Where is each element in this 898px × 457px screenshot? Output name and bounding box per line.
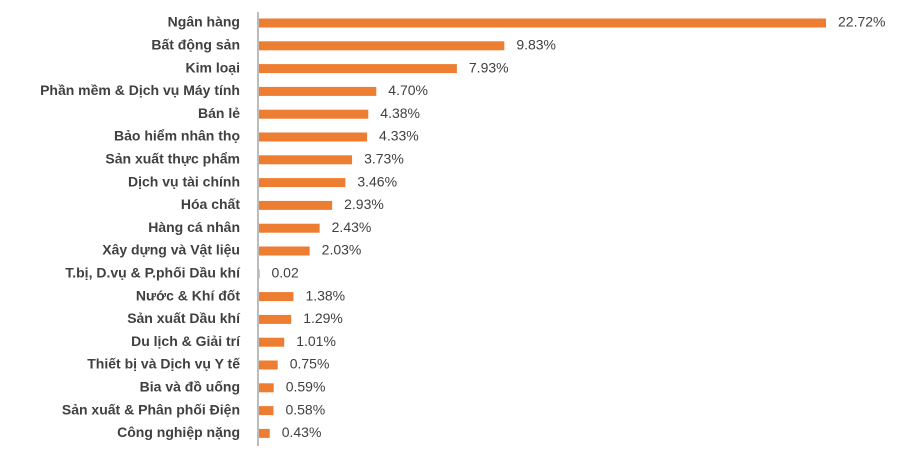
category-label: T.bị, D.vụ & P.phối Dầu khí	[65, 265, 241, 281]
category-label: Bất động sản	[151, 37, 240, 53]
bar	[259, 383, 274, 393]
value-label: 3.73%	[364, 151, 404, 167]
value-label: 2.43%	[332, 219, 372, 235]
value-label: 2.03%	[322, 242, 362, 258]
category-label: Kim loại	[186, 59, 240, 75]
category-label: Sản xuất & Phân phối Điện	[62, 401, 240, 417]
value-label: 7.93%	[469, 59, 509, 75]
value-label: 0.75%	[290, 356, 330, 372]
bar	[259, 18, 826, 28]
value-label: 2.93%	[344, 196, 384, 212]
category-label: Dịch vụ tài chính	[128, 173, 240, 189]
bar	[259, 246, 310, 256]
bar	[259, 337, 285, 347]
bar	[259, 86, 377, 96]
category-label: Phần mềm & Dịch vụ Máy tính	[40, 82, 240, 98]
bar	[259, 155, 353, 165]
category-label: Du lịch & Giải trí	[131, 333, 241, 349]
value-label: 4.33%	[379, 128, 419, 144]
value-label: 4.70%	[388, 82, 428, 98]
category-label: Sản xuất thực phẩm	[105, 151, 240, 167]
value-label: 1.29%	[303, 310, 343, 326]
value-label: 4.38%	[380, 105, 420, 121]
category-label: Bia và đồ uống	[140, 379, 240, 395]
value-label: 0.43%	[282, 424, 322, 440]
bar	[259, 41, 505, 51]
category-label: Bán lẻ	[198, 105, 240, 121]
category-label: Sản xuất Dầu khí	[127, 310, 241, 326]
value-label: 22.72%	[838, 14, 885, 30]
value-label: 0.59%	[286, 379, 326, 395]
category-label: Ngân hàng	[168, 14, 240, 30]
value-label: 0.02	[271, 265, 298, 281]
value-label: 9.83%	[516, 37, 556, 53]
bar	[259, 428, 270, 438]
value-label: 0.58%	[285, 401, 325, 417]
bar	[259, 223, 320, 233]
bar	[259, 109, 369, 119]
bar	[259, 178, 346, 188]
value-label: 1.38%	[305, 287, 345, 303]
category-label: Thiết bị và Dịch vụ Y tế	[87, 356, 240, 372]
value-label: 1.01%	[296, 333, 336, 349]
bar	[259, 406, 274, 416]
bar	[259, 132, 368, 142]
bar	[259, 64, 457, 74]
bar	[259, 200, 333, 210]
category-label: Công nghiệp nặng	[117, 424, 240, 440]
value-label: 3.46%	[357, 173, 397, 189]
bar	[259, 314, 292, 324]
category-label: Nước & Khí đốt	[136, 287, 240, 303]
category-label: Hàng cá nhân	[148, 219, 240, 235]
bar	[259, 360, 278, 370]
category-label: Hóa chất	[181, 196, 240, 212]
category-label: Bảo hiểm nhân thọ	[114, 128, 240, 144]
category-label: Xây dựng và Vật liệu	[102, 242, 240, 258]
bar	[259, 292, 294, 302]
